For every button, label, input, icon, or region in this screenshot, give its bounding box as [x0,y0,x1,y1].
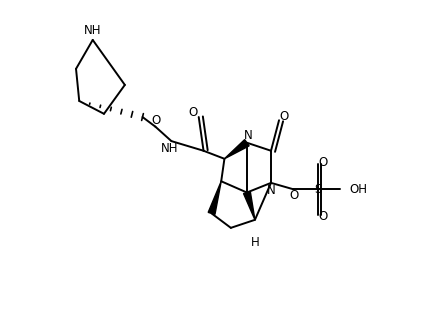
Text: NH: NH [161,142,179,155]
Text: O: O [151,114,160,127]
Text: NH: NH [84,24,102,38]
Text: O: O [290,189,299,202]
Text: O: O [279,110,289,123]
Text: OH: OH [349,183,367,196]
Text: S: S [314,183,321,196]
Text: O: O [188,106,198,119]
Polygon shape [225,140,249,159]
Text: N: N [267,184,276,197]
Polygon shape [208,181,221,214]
Text: O: O [319,210,328,223]
Text: O: O [319,156,328,168]
Text: N: N [243,129,252,142]
Polygon shape [244,191,255,220]
Text: H: H [251,236,260,249]
